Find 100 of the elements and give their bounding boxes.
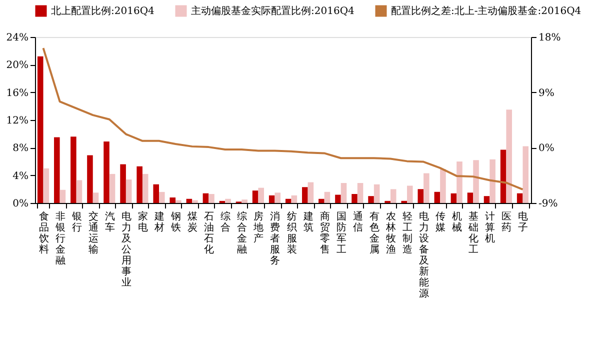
x-tick-label: 纺织服装 bbox=[286, 210, 297, 256]
bar bbox=[37, 56, 44, 203]
x-tick-label: 汽车 bbox=[104, 210, 115, 234]
bar bbox=[434, 192, 440, 203]
bar bbox=[225, 198, 231, 203]
bar bbox=[335, 194, 341, 203]
bar bbox=[506, 110, 512, 203]
x-tick-label: 电力设备及新能源 bbox=[419, 210, 430, 300]
bar bbox=[291, 195, 298, 203]
bar bbox=[142, 174, 148, 203]
bar bbox=[324, 192, 330, 203]
x-tick-label: 基础化工 bbox=[468, 210, 479, 256]
y2-tick-label: 0% bbox=[538, 143, 554, 154]
y2-tick-label: 18% bbox=[538, 32, 561, 44]
bar bbox=[484, 196, 490, 203]
bar bbox=[390, 189, 396, 203]
y-tick-label: 24% bbox=[6, 32, 28, 44]
bar bbox=[92, 192, 99, 203]
bar bbox=[418, 189, 424, 203]
x-tick-label: 通信 bbox=[352, 210, 363, 234]
x-tick-label: 轻工制造 bbox=[402, 210, 412, 256]
x-tick-label: 消费者服务 bbox=[270, 210, 280, 266]
y2-tick-label: -9% bbox=[538, 198, 558, 210]
bar bbox=[374, 184, 380, 203]
y-tick-label: 8% bbox=[12, 143, 28, 154]
y-tick-label: 12% bbox=[6, 116, 28, 126]
bar bbox=[208, 194, 214, 203]
bar bbox=[352, 194, 358, 203]
bar bbox=[126, 179, 132, 203]
x-tick-label: 传媒 bbox=[436, 212, 446, 234]
bar bbox=[104, 141, 110, 203]
bar bbox=[258, 188, 264, 203]
x-tick-label: 综合 bbox=[220, 210, 231, 234]
bar bbox=[136, 166, 142, 203]
legend-label: 北上配置比例:2016Q4 bbox=[51, 5, 154, 17]
bar bbox=[176, 200, 182, 203]
bar bbox=[87, 155, 93, 203]
bar bbox=[407, 186, 413, 203]
bar bbox=[516, 193, 523, 203]
bar bbox=[268, 195, 275, 203]
bar bbox=[450, 193, 457, 203]
x-tick-label: 煤炭 bbox=[188, 210, 198, 234]
y-tick-label: 20% bbox=[6, 60, 28, 72]
legend-label: 配置比例之差:北上-主动偏股基金:2016Q4 bbox=[391, 5, 582, 17]
x-tick-label: 计算机 bbox=[485, 210, 496, 244]
x-tick-label: 机械 bbox=[452, 210, 462, 234]
bar bbox=[490, 159, 496, 203]
bar bbox=[467, 192, 474, 203]
bar bbox=[340, 182, 347, 203]
bar bbox=[54, 137, 60, 203]
bar bbox=[60, 190, 66, 203]
bar bbox=[522, 146, 529, 203]
bar bbox=[192, 200, 198, 203]
y-tick-label: 16% bbox=[6, 88, 28, 99]
bar bbox=[456, 162, 462, 203]
bar bbox=[153, 184, 159, 203]
bar bbox=[274, 192, 281, 203]
x-tick-label: 非银行金融 bbox=[54, 210, 66, 266]
bar bbox=[252, 190, 258, 203]
x-tick-label: 国防军工 bbox=[336, 212, 346, 256]
bar bbox=[308, 182, 314, 203]
x-tick-label: 综合金融 bbox=[237, 210, 248, 256]
bar bbox=[43, 168, 50, 203]
bar bbox=[120, 164, 126, 203]
x-tick-label: 电力及公用事业 bbox=[121, 210, 132, 288]
x-tick-label: 医药 bbox=[502, 212, 512, 234]
x-tick-label: 农林牧渔 bbox=[384, 212, 396, 256]
x-tick-label: 家电 bbox=[138, 210, 148, 234]
y-tick-label: 0% bbox=[12, 198, 28, 210]
bar bbox=[368, 196, 374, 203]
x-tick-label: 食品饮料 bbox=[38, 210, 49, 256]
y-tick-label: 4% bbox=[12, 170, 28, 182]
x-tick-label: 交通运输 bbox=[88, 210, 98, 256]
bar bbox=[76, 180, 82, 203]
line-series bbox=[42, 47, 524, 190]
x-tick-label: 房地产 bbox=[252, 210, 264, 244]
y2-tick-label: 9% bbox=[538, 88, 554, 99]
bar bbox=[302, 187, 308, 203]
bar bbox=[70, 136, 76, 203]
bar bbox=[170, 197, 176, 203]
x-tick-label: 建材 bbox=[154, 210, 164, 234]
legend-label: 主动偏股基金实际配置比例:2016Q4 bbox=[191, 5, 354, 17]
x-tick-label: 建筑 bbox=[302, 210, 314, 234]
bar bbox=[424, 173, 430, 203]
bar bbox=[109, 174, 116, 203]
bar bbox=[186, 198, 192, 203]
x-tick-label: 钢铁 bbox=[170, 212, 182, 234]
bar bbox=[202, 193, 209, 203]
bar bbox=[500, 150, 506, 203]
bar bbox=[242, 200, 248, 203]
bar bbox=[473, 160, 479, 203]
x-tick-label: 有色金属 bbox=[369, 210, 380, 256]
x-tick-label: 电子 bbox=[518, 210, 528, 234]
bar bbox=[357, 182, 364, 203]
x-tick-label: 石油石化 bbox=[204, 212, 214, 256]
bar bbox=[285, 198, 292, 203]
x-tick-label: 银行 bbox=[70, 212, 82, 234]
bar bbox=[440, 169, 446, 203]
bar bbox=[159, 192, 165, 203]
bar bbox=[318, 198, 324, 203]
